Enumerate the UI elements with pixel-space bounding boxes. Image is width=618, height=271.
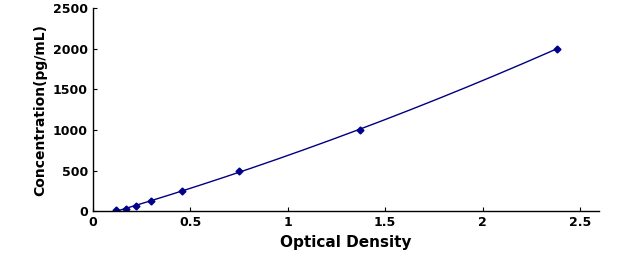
Y-axis label: Concentration(pg/mL): Concentration(pg/mL) — [33, 24, 48, 196]
X-axis label: Optical Density: Optical Density — [281, 235, 412, 250]
